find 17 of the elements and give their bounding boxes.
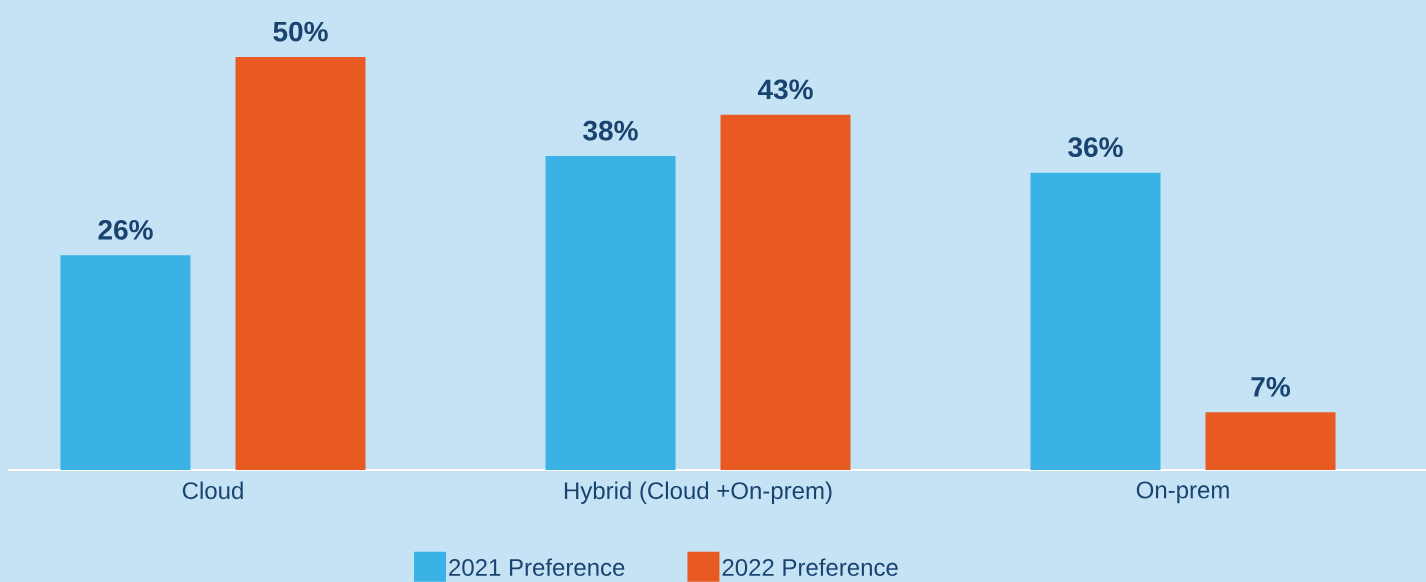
bar — [235, 56, 366, 470]
bar — [720, 114, 851, 470]
bar — [1205, 412, 1336, 470]
x-tick-label: On-prem — [1136, 481, 1229, 504]
x-tick-label: Hybrid (Cloud +On-prem) — [564, 481, 832, 504]
data-label: 50% — [273, 21, 328, 42]
legend-label: 2022 Preference — [722, 558, 898, 576]
bar — [545, 156, 676, 470]
legend-label: 2021 Preference — [449, 558, 625, 576]
data-label: 43% — [757, 79, 813, 100]
data-label: 36% — [1068, 137, 1123, 158]
data-label: 26% — [98, 219, 153, 240]
data-label: 7% — [1251, 376, 1290, 397]
bar — [1030, 172, 1161, 470]
data-label: 38% — [583, 120, 638, 141]
x-tick-label: Cloud — [182, 481, 243, 500]
bar — [60, 255, 191, 470]
